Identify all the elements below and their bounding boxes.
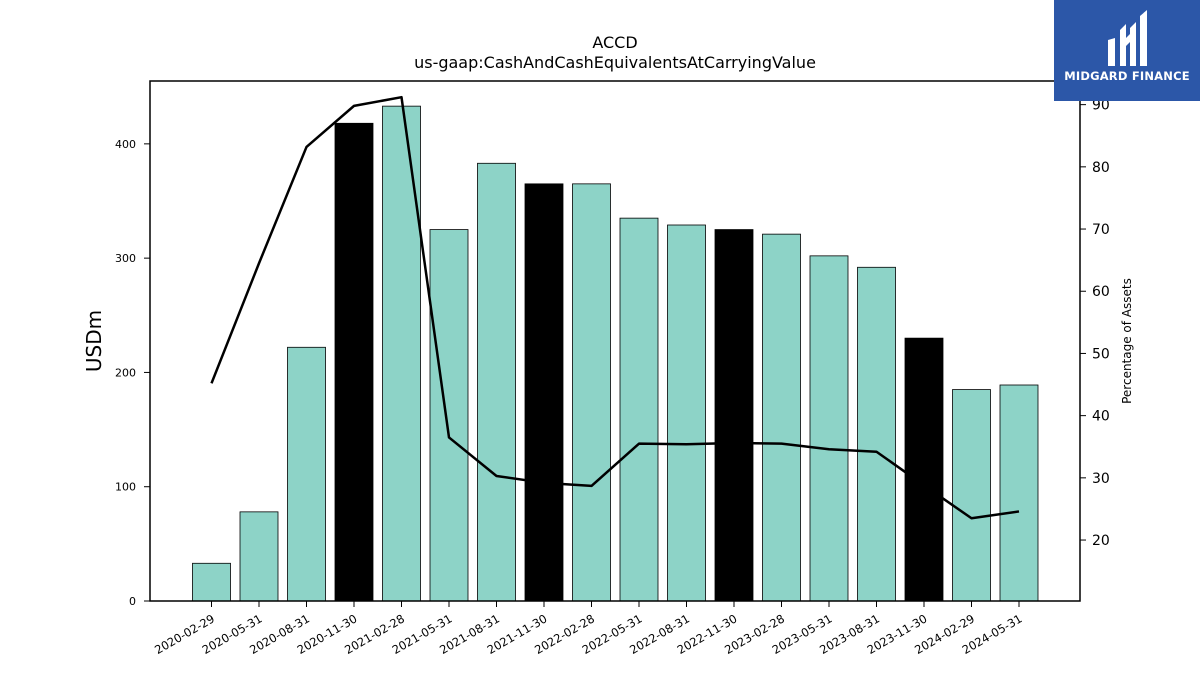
y2-tick-label-80: 80 xyxy=(1092,160,1110,176)
y2-tick-label-40: 40 xyxy=(1092,409,1110,425)
bar-2022-05-31 xyxy=(619,217,659,602)
bar-2020-11-30 xyxy=(334,122,374,602)
bar-2023-08-31 xyxy=(857,266,896,602)
line-group xyxy=(210,95,1020,520)
bar-2020-08-31 xyxy=(287,346,326,602)
y2-tick-label-30: 30 xyxy=(1092,471,1110,487)
y2-axis: 20 30 40 50 60 70 80 90 xyxy=(1080,98,1110,549)
bars-group xyxy=(192,105,1039,602)
y-tick-label-200: 200 xyxy=(115,366,136,379)
bar-2023-02-28 xyxy=(762,233,801,602)
bar-2021-05-31 xyxy=(429,229,469,602)
x-axis: 2020-02-292020-05-312020-08-312020-11-30… xyxy=(152,601,1025,657)
bar-2021-08-31 xyxy=(477,162,516,602)
y-tick-label-100: 100 xyxy=(115,481,136,494)
bar-2023-05-31 xyxy=(809,255,849,602)
chart-subtitle: us-gaap:CashAndCashEquivalentsAtCarrying… xyxy=(414,53,816,72)
brand-logo: MIDGARD FINANCE xyxy=(1054,0,1200,101)
bar-2021-11-30 xyxy=(524,183,564,602)
y2-tick-label-70: 70 xyxy=(1092,222,1110,238)
y-tick-label-300: 300 xyxy=(115,252,136,265)
y-tick-label-0: 0 xyxy=(129,595,136,608)
bar-2022-11-30 xyxy=(714,229,754,602)
bar-2022-08-31 xyxy=(667,224,706,602)
y2-tick-label-50: 50 xyxy=(1092,346,1110,362)
plot-frame xyxy=(149,80,1081,602)
chart-title: ACCD xyxy=(592,33,637,52)
bar-2020-05-31 xyxy=(239,511,279,602)
y-tick-label-400: 400 xyxy=(115,138,136,151)
bar-2021-02-28 xyxy=(382,105,421,602)
y2-axis-label: Percentage of Assets xyxy=(1120,278,1134,404)
bar-2023-11-30 xyxy=(904,337,944,602)
logo-mark-icon xyxy=(1108,10,1147,66)
y-axis: 0 100 200 300 400 xyxy=(115,138,150,608)
bar-2020-02-29 xyxy=(192,562,231,602)
y2-tick-label-60: 60 xyxy=(1092,284,1110,300)
bar-2022-02-28 xyxy=(572,183,611,602)
brand-name: MIDGARD FINANCE xyxy=(1064,69,1190,83)
percentage-line xyxy=(210,95,1020,520)
bar-2024-02-29 xyxy=(952,389,991,602)
bar-2024-05-31 xyxy=(999,384,1039,602)
y2-tick-label-90: 90 xyxy=(1092,98,1110,114)
y-axis-label: USDm xyxy=(82,310,106,372)
y2-tick-label-20: 20 xyxy=(1092,533,1110,549)
